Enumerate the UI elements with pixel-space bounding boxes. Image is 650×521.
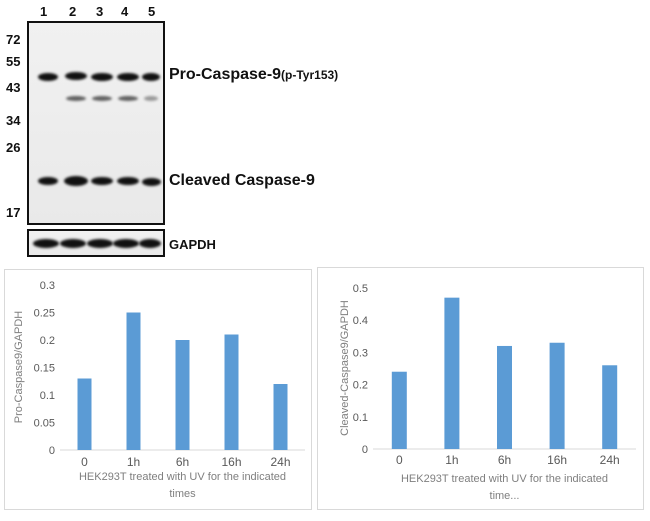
bar-0: [391, 371, 407, 449]
mw-marker-72: 72: [6, 32, 21, 47]
label-pro-caspase-9-main: Pro-Caspase-9: [169, 66, 282, 83]
mw-marker-17: 17: [6, 205, 21, 220]
bar-1h: [126, 312, 141, 450]
x-tick-label: 16h: [221, 455, 241, 469]
x-tick-label: 1h: [127, 455, 140, 469]
x-tick-label: 24h: [270, 455, 290, 469]
x-axis-title-line-1: HEK293T treated with UV for the indicate…: [401, 473, 608, 485]
band-cleaved-lane-5: [142, 178, 161, 186]
chart-cleaved-caspase9: 0 0.1 0.2 0.3 0.4 0.5 0 1h 6h 16h 24h Cleaved-Caspa…: [339, 283, 636, 502]
chart-panel-pro: 0 0.05 0.1 0.15 0.2 0.25 0.3 0 1h 6h 16h 24h Pro-Cas…: [4, 269, 312, 510]
mw-marker-26: 26: [6, 140, 21, 155]
band-pro-lane-4: [117, 73, 139, 81]
y-tick-label: 0.25: [34, 308, 55, 320]
x-tick-label: 0: [81, 455, 88, 469]
blot-membrane-gapdh: [27, 229, 165, 257]
band-gapdh-lane-5: [139, 239, 161, 248]
band-minor-lane-5: [144, 96, 158, 101]
lane-number-5: 5: [148, 4, 156, 19]
band-gapdh-lane-3: [87, 239, 113, 248]
x-axis-title-line-2: time...: [490, 490, 520, 502]
y-tick-label: 0.2: [353, 380, 368, 392]
label-gapdh: GAPDH: [169, 237, 216, 252]
bar-24h: [602, 365, 618, 449]
band-gapdh-lane-4: [113, 239, 139, 248]
y-tick-label: 0: [362, 444, 368, 456]
x-tick-label: 6h: [498, 453, 511, 467]
mw-marker-55: 55: [6, 54, 21, 69]
mw-marker-34: 34: [6, 113, 21, 128]
bar-6h: [175, 340, 190, 450]
label-cleaved-caspase-9: Cleaved Caspase-9: [169, 172, 315, 189]
mw-marker-43: 43: [6, 80, 21, 95]
lane-number-3: 3: [96, 4, 104, 19]
band-minor-lane-2: [66, 96, 86, 101]
y-tick-label: 0.1: [353, 412, 368, 424]
band-cleaved-lane-3: [91, 177, 113, 185]
x-tick-label: 24h: [600, 453, 620, 467]
y-tick-label: 0.2: [40, 335, 55, 347]
x-tick-label: 0: [396, 453, 403, 467]
y-tick-label: 0: [49, 445, 55, 457]
band-cleaved-lane-1: [38, 177, 58, 185]
band-cleaved-lane-4: [117, 177, 139, 185]
band-pro-lane-2: [65, 72, 87, 80]
band-minor-lane-4: [118, 96, 138, 101]
bar-0: [77, 378, 92, 450]
y-tick-label: 0.3: [40, 280, 55, 292]
x-tick-label: 16h: [547, 453, 567, 467]
y-axis-title: Pro-Caspase9/GAPDH: [13, 311, 25, 424]
y-axis-title: Cleaved-Caspase9/GAPDH: [339, 300, 351, 436]
lane-number-2: 2: [69, 4, 77, 19]
chart-pro-caspase9: 0 0.05 0.1 0.15 0.2 0.25 0.3 0 1h 6h 16h 24h Pro-Cas…: [13, 280, 305, 500]
bar-24h: [273, 384, 288, 450]
y-tick-label: 0.4: [353, 315, 368, 327]
y-tick-label: 0.1: [40, 390, 55, 402]
lane-number-1: 1: [40, 4, 48, 19]
label-pro-caspase-9: Pro-Caspase-9(p-Tyr153): [169, 66, 338, 84]
chart-panel-cleaved: 0 0.1 0.2 0.3 0.4 0.5 0 1h 6h 16h 24h Cleaved-Caspa…: [317, 267, 644, 510]
x-axis-title-line-2: times: [169, 488, 196, 500]
band-gapdh-lane-1: [33, 239, 59, 248]
band-minor-lane-3: [92, 96, 112, 101]
label-pro-caspase-9-site: (p-Tyr153): [281, 68, 339, 82]
band-pro-lane-5: [142, 73, 160, 81]
y-tick-label: 0.5: [353, 283, 368, 295]
band-gapdh-lane-2: [60, 239, 86, 248]
blot-membrane-main: [27, 21, 165, 225]
x-tick-label: 6h: [176, 455, 189, 469]
bar-6h: [497, 345, 512, 449]
y-tick-label: 0.15: [34, 363, 55, 375]
lane-number-4: 4: [121, 4, 129, 19]
x-tick-label: 1h: [445, 453, 458, 467]
x-axis-title-line-1: HEK293T treated with UV for the indicate…: [79, 471, 286, 483]
bar-1h: [444, 297, 460, 449]
y-tick-label: 0.05: [34, 418, 55, 430]
band-cleaved-lane-2: [64, 176, 88, 186]
y-tick-label: 0.3: [353, 347, 368, 359]
band-pro-lane-1: [38, 73, 58, 81]
bar-16h: [224, 334, 239, 450]
band-pro-lane-3: [91, 73, 113, 81]
bar-16h: [549, 342, 565, 449]
